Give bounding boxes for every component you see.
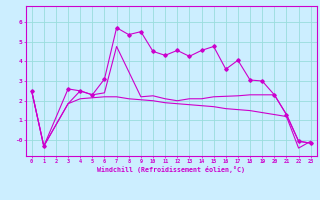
X-axis label: Windchill (Refroidissement éolien,°C): Windchill (Refroidissement éolien,°C): [97, 166, 245, 173]
